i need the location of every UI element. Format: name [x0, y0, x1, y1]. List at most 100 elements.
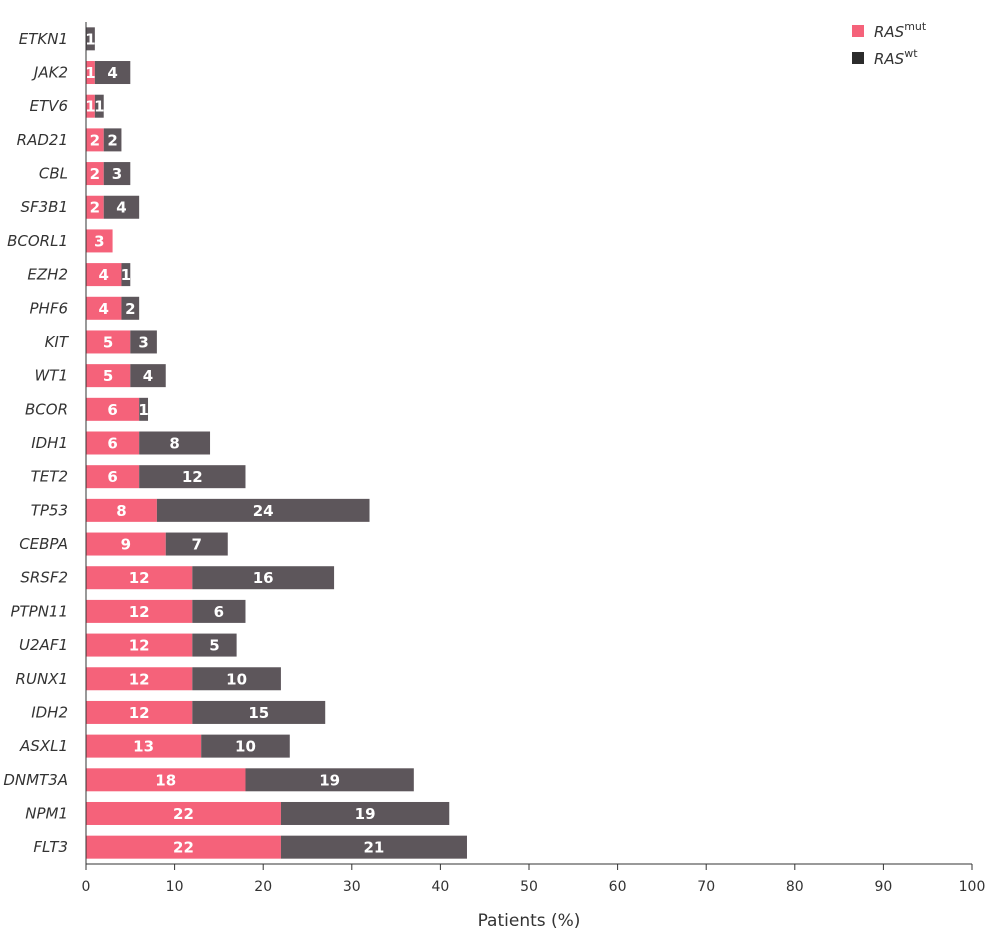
y-tick-label-ptpn11: PTPN11	[10, 602, 68, 620]
data-label-phf6-mut: 4	[99, 300, 109, 318]
bar-sf3b1-wt	[103, 195, 140, 219]
legend-label-ras-mut: RASmut	[874, 20, 927, 41]
legend: RASmut RASwt	[852, 20, 927, 68]
data-label-u2af1-mut: 12	[129, 637, 150, 655]
bar-asxl1-mut	[86, 734, 202, 758]
x-tick-label-40: 40	[431, 879, 449, 895]
bar-ezh2-mut	[86, 263, 122, 287]
bar-cbl-wt	[103, 162, 131, 186]
y-tick-label-dnmt3a: DNMT3A	[3, 771, 68, 789]
y-tick-label-idh1: IDH1	[31, 434, 68, 452]
data-label-phf6-wt: 2	[125, 300, 135, 318]
bar-phf6-wt	[121, 296, 140, 320]
data-label-srsf2-wt: 16	[253, 569, 274, 587]
bar-dnmt3a-wt	[245, 768, 414, 792]
x-tick-label-90: 90	[874, 879, 892, 895]
data-label-npm1-wt: 19	[355, 805, 376, 823]
data-label-ezh2-wt: 1	[121, 266, 131, 284]
bar-idh1-mut	[86, 431, 140, 455]
y-tick-label-srsf2: SRSF2	[20, 569, 68, 587]
data-label-idh1-wt: 8	[169, 435, 179, 453]
data-label-asxl1-mut: 13	[133, 738, 154, 756]
bar-tet2-mut	[86, 465, 140, 489]
bar-srsf2-mut	[86, 566, 193, 590]
data-label-cebpa-mut: 9	[121, 536, 131, 554]
y-tick-label-cebpa: CEBPA	[19, 535, 68, 553]
data-label-sf3b1-wt: 4	[116, 199, 126, 217]
data-label-flt3-wt: 21	[364, 839, 385, 857]
data-label-runx1-wt: 10	[226, 670, 247, 688]
data-label-tet2-mut: 6	[107, 468, 117, 486]
x-tick-label-100: 100	[959, 879, 986, 895]
y-tick-label-sf3b1: SF3B1	[20, 198, 68, 216]
y-tick-label-tp53: TP53	[31, 501, 68, 519]
bar-idh1-wt	[139, 431, 211, 455]
bar-phf6-mut	[86, 296, 122, 320]
x-tick-label-0: 0	[82, 879, 91, 895]
data-label-asxl1-wt: 10	[235, 738, 256, 756]
bar-cbl-mut	[86, 162, 104, 186]
x-tick-label-60: 60	[609, 879, 627, 895]
y-tick-label-ezh2: EZH2	[27, 266, 68, 284]
bar-rad21-mut	[86, 128, 104, 152]
y-tick-label-tet2: TET2	[31, 468, 68, 486]
bar-kit-wt	[130, 330, 157, 354]
bar-runx1-wt	[192, 667, 281, 691]
bar-dnmt3a-mut	[86, 768, 246, 792]
data-label-kit-wt: 3	[138, 333, 148, 351]
bar-u2af1-wt	[192, 633, 237, 657]
y-axis: ETKN1 JAK2 ETV6 RAD21 CBL SF3B1 BCORL1 EZH2 PHF6…	[3, 22, 87, 864]
bar-etv6-wt	[94, 94, 104, 118]
bar-asxl1-wt	[201, 734, 290, 758]
data-label-ezh2-mut: 4	[99, 266, 109, 284]
bar-idh2-mut	[86, 700, 193, 724]
data-label-bcor-mut: 6	[107, 401, 117, 419]
y-tick-label-u2af1: U2AF1	[19, 636, 68, 654]
y-tick-label-bcor: BCOR	[25, 400, 68, 418]
bar-tet2-wt	[139, 465, 246, 489]
y-tick-label-etv6: ETV6	[30, 97, 68, 115]
y-tick-label-idh2: IDH2	[31, 703, 68, 721]
bar-cebpa-wt	[165, 532, 228, 556]
bar-u2af1-mut	[86, 633, 193, 657]
bar-bcor-wt	[139, 397, 149, 421]
x-tick-label-10: 10	[166, 879, 184, 895]
bar-npm1-mut	[86, 801, 281, 825]
legend-swatch-ras-wt	[852, 52, 864, 64]
legend-swatch-ras-mut	[852, 25, 864, 37]
data-label-dnmt3a-mut: 18	[155, 771, 176, 789]
bar-runx1-mut	[86, 667, 193, 691]
data-label-jak2-wt: 4	[107, 64, 117, 82]
y-tick-label-jak2: JAK2	[31, 64, 68, 82]
data-label-cbl-mut: 2	[90, 165, 100, 183]
data-label-npm1-mut: 22	[173, 805, 194, 823]
bar-cebpa-mut	[86, 532, 166, 556]
bar-kit-mut	[86, 330, 131, 354]
bar-rad21-wt	[103, 128, 122, 152]
y-tick-label-bcorl1: BCORL1	[7, 232, 68, 250]
bar-flt3-wt	[280, 835, 467, 859]
bar-bcor-mut	[86, 397, 140, 421]
bar-etkn1-wt	[86, 27, 95, 51]
data-label-wt1-mut: 5	[103, 367, 113, 385]
y-tick-label-runx1: RUNX1	[16, 670, 68, 688]
y-tick-label-npm1: NPM1	[25, 804, 68, 822]
legend-label-ras-wt: RASwt	[874, 47, 918, 68]
data-label-ptpn11-wt: 6	[214, 603, 224, 621]
bar-flt3-mut	[86, 835, 281, 859]
bar-srsf2-wt	[192, 566, 335, 590]
y-tick-label-flt3: FLT3	[33, 838, 68, 856]
x-tick-label-30: 30	[343, 879, 361, 895]
x-tick-label-70: 70	[697, 879, 715, 895]
data-label-rad21-wt: 2	[107, 131, 117, 149]
data-label-etv6-mut: 1	[85, 98, 95, 116]
data-label-cebpa-wt: 7	[192, 536, 202, 554]
y-tick-label-asxl1: ASXL1	[19, 737, 68, 755]
bar-ptpn11-mut	[86, 599, 193, 623]
bar-sf3b1-mut	[86, 195, 104, 219]
x-axis: 0 10 20 30 40 50 60 70 80 90 100	[82, 863, 986, 895]
bar-idh2-wt	[192, 700, 326, 724]
data-label-runx1-mut: 12	[129, 670, 150, 688]
